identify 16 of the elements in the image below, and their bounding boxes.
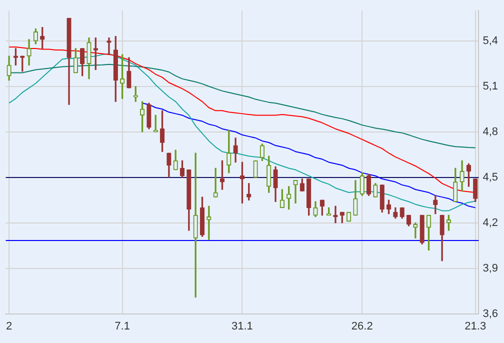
- y-tick-label: 5,4: [482, 34, 498, 47]
- x-tick-label: 21.3: [464, 320, 486, 332]
- y-tick-label: 3,9: [482, 262, 498, 274]
- x-tick-label: 31.1: [232, 320, 253, 332]
- x-tick-label: 7.1: [114, 320, 130, 332]
- y-tick-label: 4,2: [482, 216, 498, 229]
- x-tick-label: 2: [6, 320, 12, 332]
- candlestick: [413, 222, 418, 238]
- y-tick-label: 4,5: [482, 171, 498, 184]
- y-tick-label: 4,8: [482, 126, 498, 138]
- y-tick-label: 5,1: [482, 80, 498, 92]
- candlestick: [333, 206, 338, 224]
- candlestick: [293, 180, 298, 204]
- y-tick-label: 3,6: [482, 308, 498, 320]
- x-tick-label: 26.2: [351, 320, 373, 332]
- candlestick: [213, 168, 218, 198]
